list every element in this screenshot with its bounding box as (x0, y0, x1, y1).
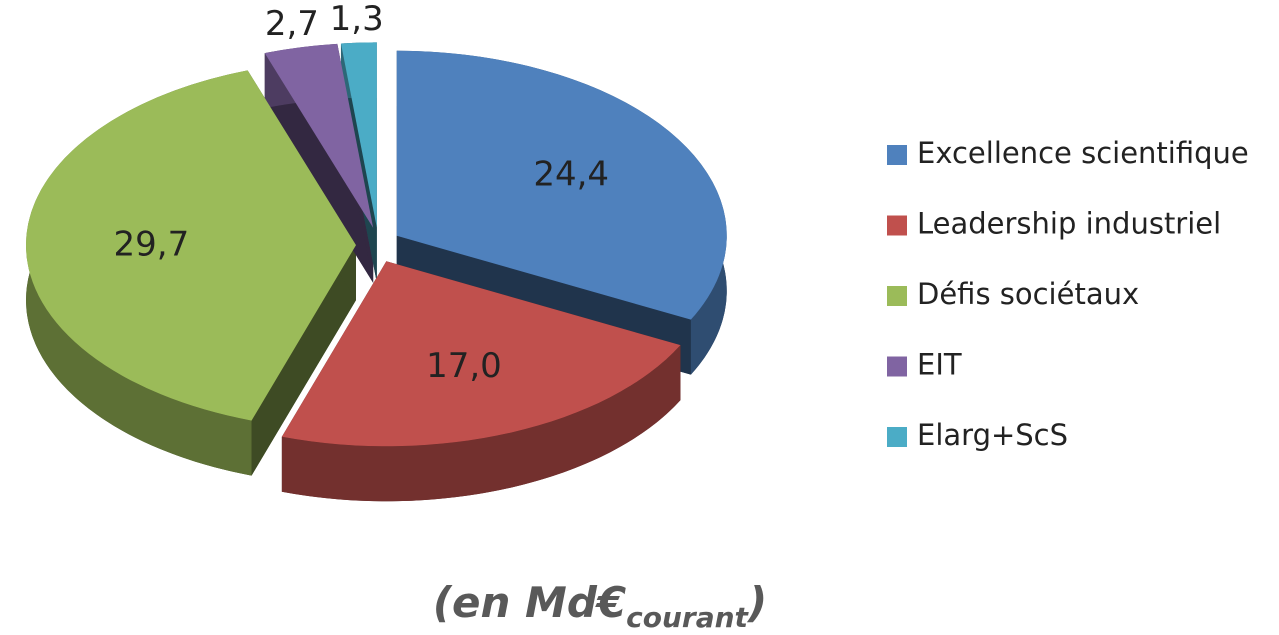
caption-end: ) (746, 578, 767, 627)
value-label: 17,0 (426, 346, 502, 386)
legend-label: Elarg+ScS (917, 418, 1068, 452)
slice-wall (264, 53, 374, 283)
slice (396, 50, 727, 320)
value-label: 2,7 (265, 4, 319, 44)
slice-side (281, 345, 681, 502)
legend-label: Défis sociétaux (917, 277, 1139, 311)
caption: (en Md€courant) (433, 578, 767, 635)
slice (340, 42, 377, 228)
caption-sub: courant (626, 601, 749, 634)
pie: 24,4 17,0 29,7 2,7 1,3 (26, 0, 727, 502)
legend-label: EIT (917, 348, 962, 382)
value-label: 24,4 (533, 154, 609, 194)
slice-wall (251, 245, 357, 476)
value-label: 1,3 (330, 0, 384, 39)
legend-swatch (887, 215, 907, 236)
legend: Excellence scientifique Leadership indust… (887, 136, 1249, 452)
value-label: 29,7 (114, 224, 190, 264)
legend-label: Leadership industriel (917, 207, 1221, 241)
slice (281, 261, 681, 447)
legend-label: Excellence scientifique (917, 136, 1249, 170)
legend-swatch (887, 427, 907, 447)
slice (26, 70, 357, 421)
caption-main: (en Md€ (433, 578, 626, 627)
slice (264, 43, 374, 228)
legend-swatch (887, 286, 907, 306)
legend-swatch (887, 145, 907, 165)
legend-swatch (887, 356, 907, 377)
